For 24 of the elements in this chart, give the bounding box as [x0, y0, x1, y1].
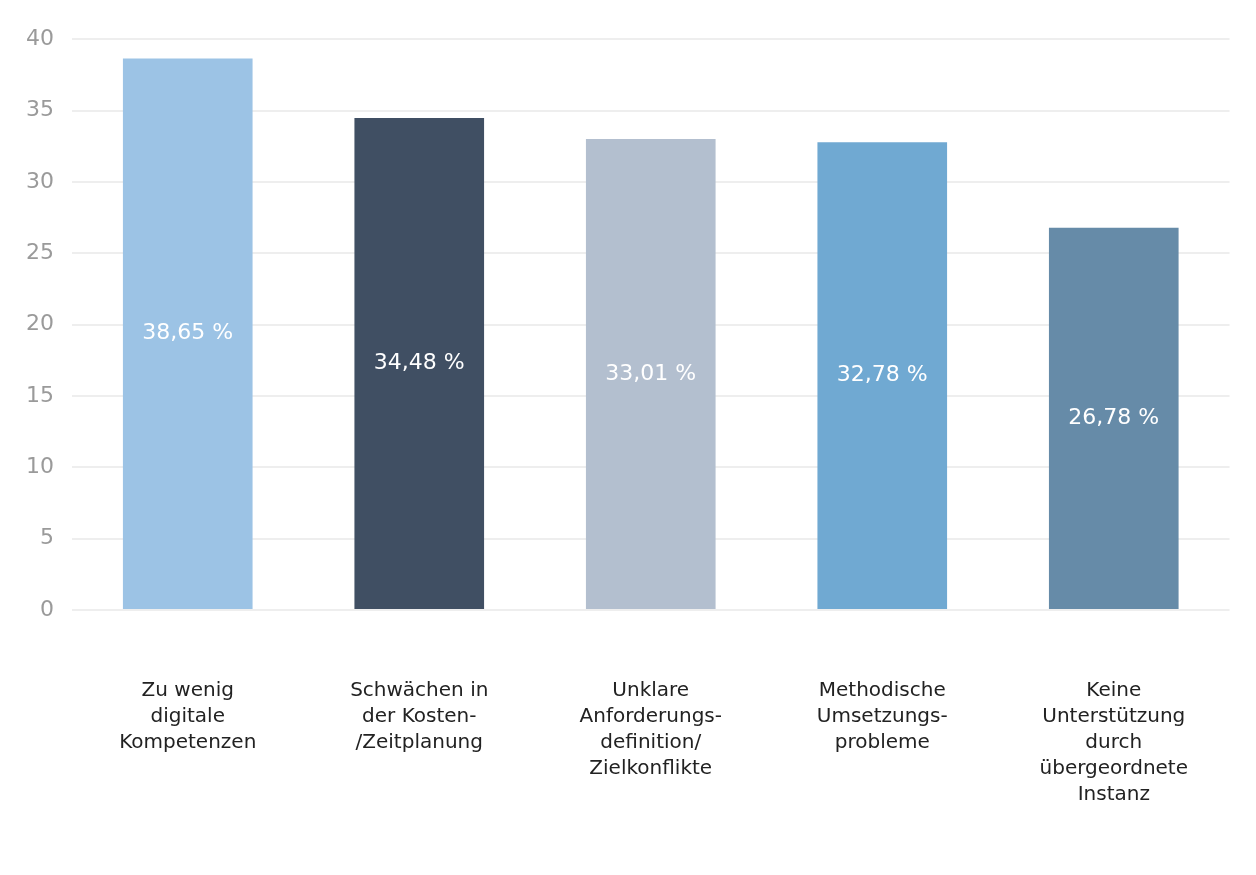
bar	[585, 138, 716, 609]
y-tick-label: 10	[25, 453, 54, 479]
y-tick-label: 35	[25, 96, 54, 122]
data-label: 34,48 %	[373, 349, 465, 375]
bar	[122, 58, 253, 609]
bar	[1048, 227, 1179, 609]
x-tick-label: Schwächen in der Kosten- /Zeitplanung	[350, 677, 489, 754]
x-tick-label: Keine Unterstützung durch übergeordnete Instanz	[1039, 677, 1188, 806]
data-label: 32,78 %	[836, 361, 928, 387]
y-tick-label: 0	[39, 595, 54, 621]
bar	[817, 142, 948, 609]
x-tick-label: Zu wenig digitale Kompetenzen	[119, 677, 257, 754]
y-tick-label: 30	[25, 167, 54, 193]
y-tick-label: 15	[25, 381, 54, 407]
data-label: 26,78 %	[1068, 404, 1160, 430]
data-label: 33,01 %	[605, 359, 697, 385]
x-tick-label: Unklare Anforderungs- definition/ Zielkonflikte	[579, 677, 722, 780]
y-tick-label: 5	[39, 524, 54, 550]
y-tick-label: 40	[25, 24, 54, 50]
x-tick-label: Methodische Umsetzungs- probleme	[816, 677, 948, 754]
data-label: 38,65 %	[142, 319, 234, 345]
y-tick-label: 20	[25, 310, 54, 336]
y-tick-label: 25	[25, 238, 54, 264]
bar	[354, 117, 485, 609]
